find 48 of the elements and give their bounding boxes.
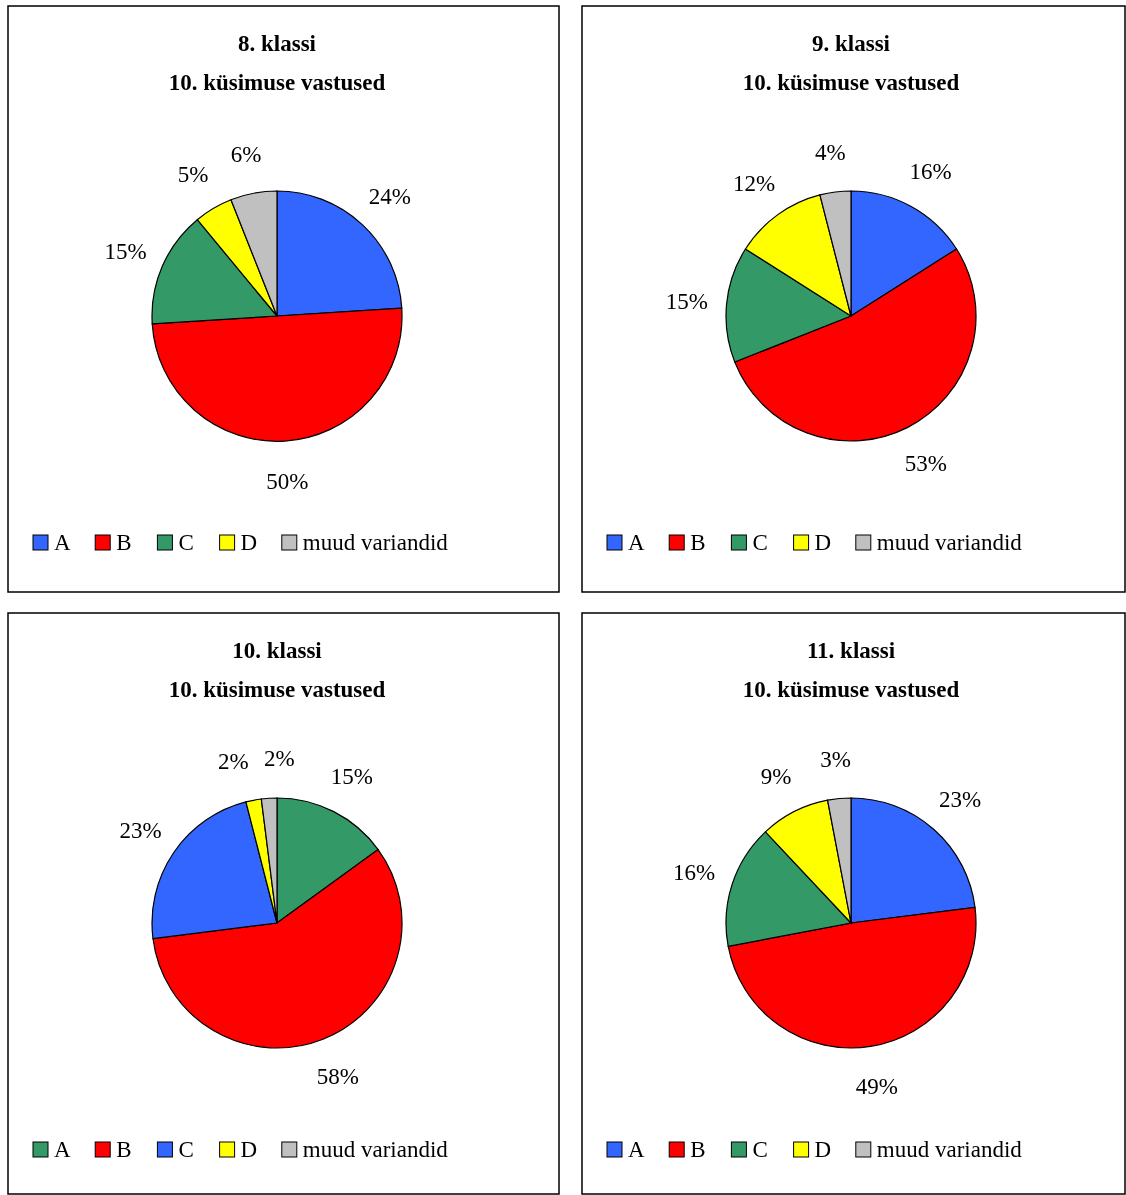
data-label: 12% [732, 170, 776, 196]
legend-label: A [628, 1137, 645, 1163]
data-label: 16% [909, 159, 952, 185]
legend-label: D [814, 1137, 832, 1163]
legend-label: A [54, 530, 71, 556]
chart-subtitle: 10. küsimuse vastused [742, 677, 960, 702]
data-label: 15% [330, 764, 373, 790]
data-label: 3% [820, 746, 851, 772]
data-label: 53% [904, 451, 947, 477]
chart-subtitle: 10. küsimuse vastused [168, 70, 386, 95]
legend-label: C [178, 1137, 194, 1163]
data-label: 15% [104, 238, 147, 264]
data-label: 2% [218, 748, 249, 774]
legend-label: muud variandid [876, 530, 1023, 556]
chart-title: 8. klassi [238, 31, 317, 56]
data-label: 50% [266, 468, 309, 494]
legend-label: muud variandid [302, 1137, 449, 1163]
data-label: 15% [665, 288, 708, 314]
data-label: 4% [814, 140, 846, 166]
data-label: 24% [368, 183, 412, 209]
data-label: 58% [316, 1064, 359, 1090]
legend-label: C [178, 530, 194, 556]
legend-label: C [752, 530, 768, 556]
data-label: 23% [939, 787, 982, 813]
data-label: 16% [672, 860, 716, 886]
data-label: 49% [855, 1074, 898, 1100]
legend-label: A [628, 530, 645, 556]
legend-label: C [752, 1137, 768, 1163]
chart-subtitle: 10. küsimuse vastused [742, 70, 960, 95]
data-label: 6% [230, 141, 262, 167]
legend-label: D [240, 530, 258, 556]
chart-subtitle: 10. küsimuse vastused [168, 677, 386, 702]
data-label: 9% [760, 764, 792, 790]
data-label: 2% [264, 746, 295, 772]
chart-title: 9. klassi [812, 31, 891, 56]
legend-label: D [814, 530, 832, 556]
legend-label: B [690, 530, 706, 556]
legend-label: B [690, 1137, 706, 1163]
legend-label: B [116, 1137, 132, 1163]
legend-label: D [240, 1137, 258, 1163]
chart-title: 11. klassi [806, 638, 896, 663]
legend-label: A [54, 1137, 71, 1163]
data-label: 23% [119, 818, 162, 844]
legend-label: muud variandid [302, 530, 449, 556]
data-label: 5% [177, 162, 209, 188]
chart-title: 10. klassi [232, 638, 323, 663]
legend-label: B [116, 530, 132, 556]
legend-label: muud variandid [876, 1137, 1023, 1163]
